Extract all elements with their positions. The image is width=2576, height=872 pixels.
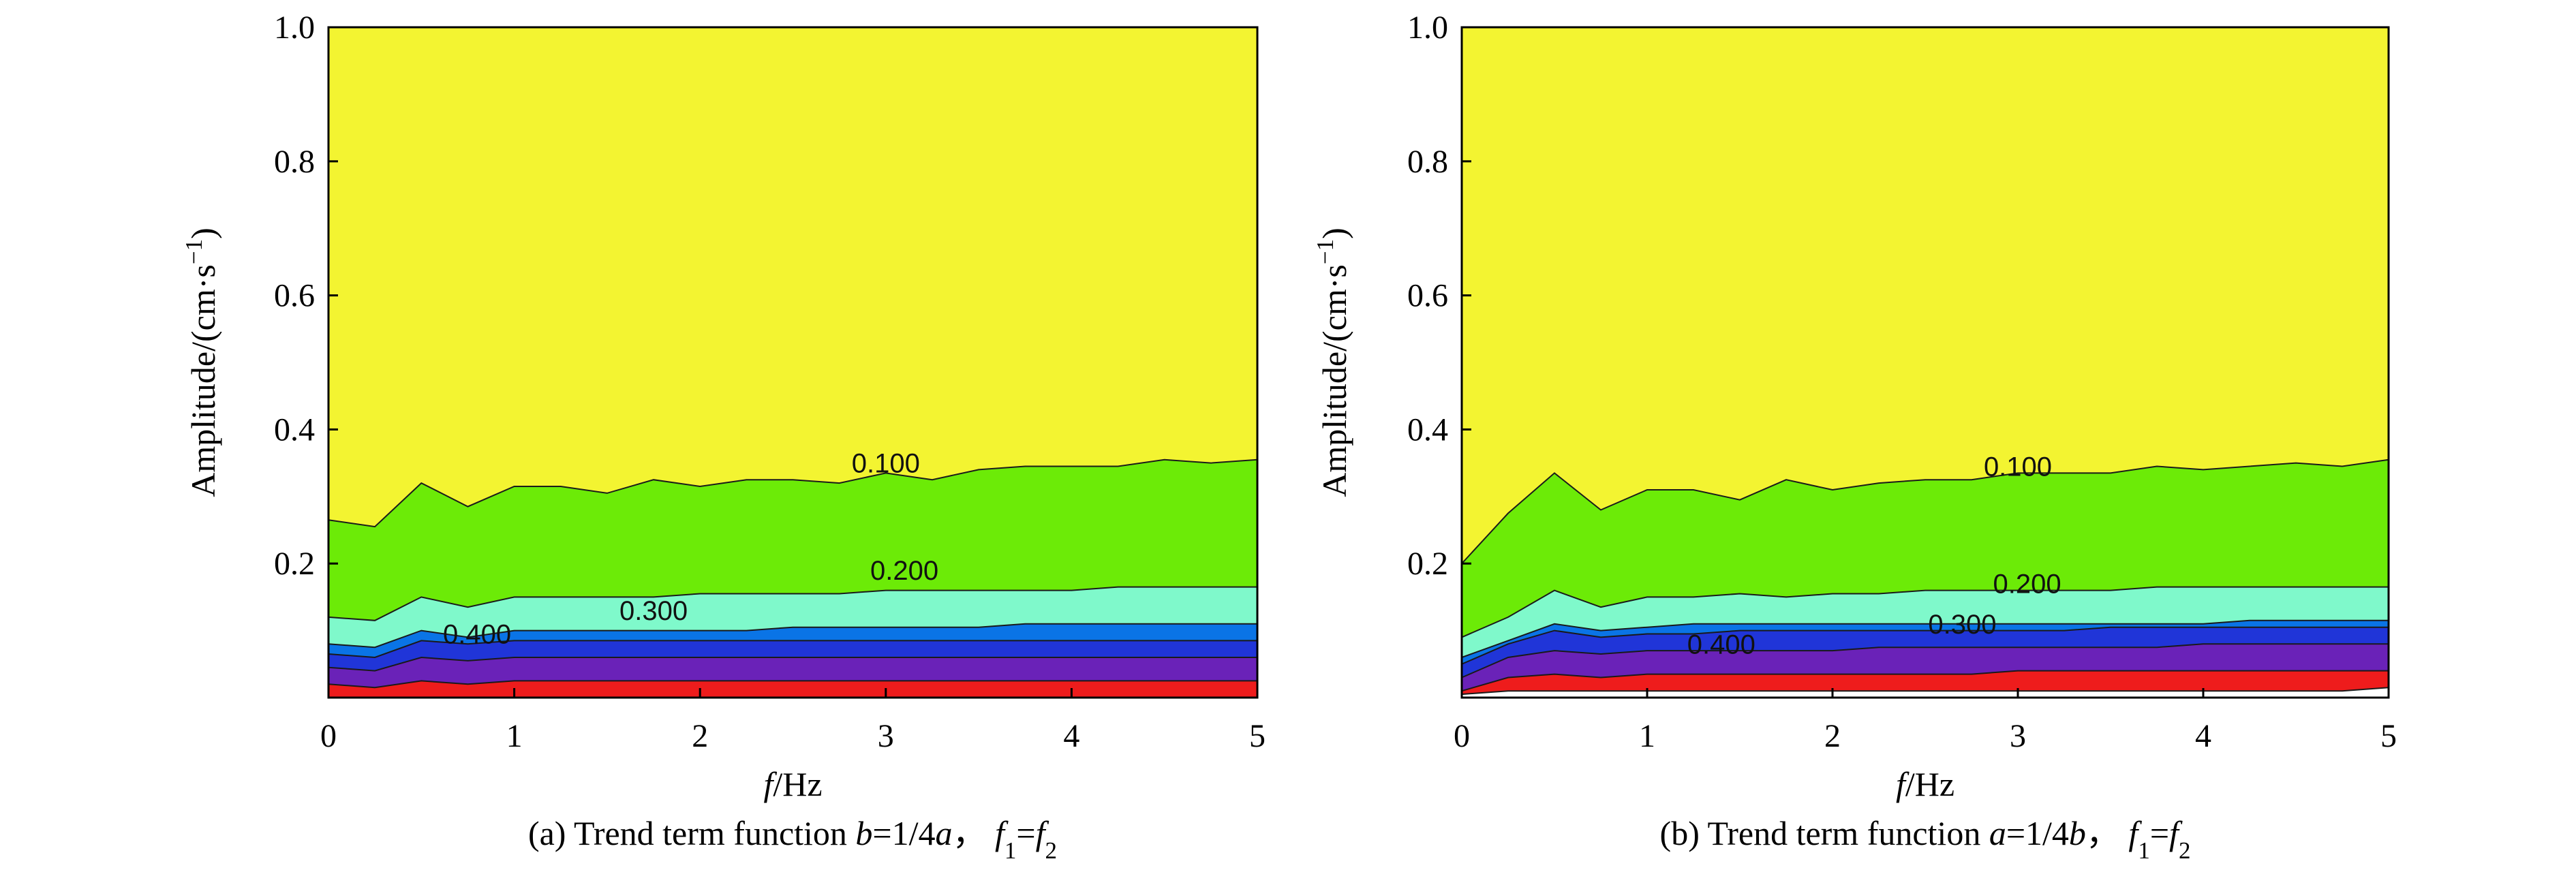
panel-caption-part: 1 xyxy=(2138,837,2150,864)
x-tick-label: 2 xyxy=(692,718,708,754)
panel-caption-part: = xyxy=(1016,814,1035,852)
y-tick-label: 0.2 xyxy=(1407,546,1448,582)
contour-label: 0.100 xyxy=(852,449,920,479)
contour-panel-b: 0.100 0.200 0.300 0.400 0.2 0.4 0.6 0.8 1.0 0 1 2 3 4… xyxy=(1312,10,2397,864)
x-axis-label: f/Hz xyxy=(1896,765,1954,803)
y-tick-label: 0.2 xyxy=(274,546,315,582)
contour-line-5 xyxy=(328,586,1257,621)
panel-caption-part: =1/4 xyxy=(872,814,935,852)
y-tick-label: 1.0 xyxy=(274,10,315,46)
contour-line-1 xyxy=(1461,670,2389,692)
contour-line-2 xyxy=(1461,643,2389,679)
panel-caption-part: 2 xyxy=(2179,837,2191,864)
x-tick-label: 1 xyxy=(1639,718,1655,754)
x-axis-label: f/Hz xyxy=(763,765,822,803)
panel-caption-part: a xyxy=(1989,814,2006,852)
x-tick-label: 4 xyxy=(1063,718,1079,754)
panel-caption-part: 1 xyxy=(1005,837,1017,864)
panel-caption-part: b xyxy=(2069,814,2086,852)
contour-label: 0.300 xyxy=(1928,610,1996,640)
y-tick-label: 0.4 xyxy=(1407,411,1448,448)
panel-caption-part: 2 xyxy=(1045,837,1058,864)
contour-line-6 xyxy=(328,458,1258,528)
contour-line-3 xyxy=(1461,626,2389,665)
contour-line-6 xyxy=(1461,458,2389,564)
y-axis-label: Amplitude/(cm·s−1) xyxy=(1312,228,1354,497)
y-tick-label: 0.4 xyxy=(274,411,315,448)
contour-label: 0.200 xyxy=(870,556,938,586)
panel-caption: (a) Trend term function b=1/4a， f1=f2 xyxy=(528,814,1057,864)
y-axis-label-part: Amplitude/(cm·s xyxy=(1315,264,1353,497)
contour-line-5 xyxy=(1461,586,2389,638)
panel-caption: (b) Trend term function a=1/4b， f1=f2 xyxy=(1660,814,2191,864)
x-tick-label: 5 xyxy=(1249,718,1266,754)
contour-label: 0.400 xyxy=(443,620,511,650)
x-axis-label-part: /Hz xyxy=(773,765,822,803)
contour-line-1 xyxy=(328,680,1257,689)
contour-label: 0.300 xyxy=(619,596,688,626)
panel-caption-part: a xyxy=(936,814,953,852)
contour-panel-a: 0.100 0.200 0.300 0.400 0.2 0.4 0.6 0.8 1.0 0 1 2 3 4… xyxy=(181,10,1266,864)
contour-label: 0.100 xyxy=(1984,452,2052,482)
panel-caption-part: (a) Trend term function xyxy=(528,814,855,852)
panel-caption-part: ， xyxy=(2086,814,2129,852)
panel-caption-part: ， xyxy=(953,814,996,852)
x-axis-label-part: /Hz xyxy=(1905,765,1954,803)
y-axis-label: Amplitude/(cm·s−1) xyxy=(181,228,223,497)
y-tick-label: 1.0 xyxy=(1407,10,1448,46)
x-tick-label: 0 xyxy=(1454,718,1470,754)
x-tick-label: 1 xyxy=(506,718,523,754)
y-tick-label: 0.8 xyxy=(1407,144,1448,180)
plot-frame xyxy=(327,26,1259,699)
contour-line-4 xyxy=(328,623,1257,649)
x-tick-label: 0 xyxy=(320,718,337,754)
contour-line-4 xyxy=(1461,619,2389,658)
contour-line-3 xyxy=(328,640,1257,659)
contour-line-0 xyxy=(1461,687,2389,696)
contour-label: 0.200 xyxy=(1993,570,2061,600)
y-axis-label-part: ) xyxy=(1315,228,1353,239)
panel-caption-part: =1/4 xyxy=(2006,814,2069,852)
panel-caption-part: = xyxy=(2150,814,2169,852)
y-axis-label-part: −1 xyxy=(1312,239,1338,264)
contour-band-1 xyxy=(328,681,1257,698)
contour-label: 0.400 xyxy=(1687,629,1755,659)
x-tick-label: 5 xyxy=(2380,718,2397,754)
contour-line-2 xyxy=(328,656,1257,672)
y-tick-label: 0.6 xyxy=(1407,278,1448,314)
x-tick-label: 4 xyxy=(2195,718,2211,754)
y-axis-label-part: ) xyxy=(184,228,222,239)
y-tick-label: 0.6 xyxy=(274,278,315,314)
contour-band-0 xyxy=(1462,687,2389,698)
panel-caption-part: b xyxy=(855,814,872,852)
y-axis-label-part: Amplitude/(cm·s xyxy=(184,264,222,497)
x-tick-label: 3 xyxy=(878,718,894,754)
y-axis-label-part: −1 xyxy=(181,239,207,264)
panel-caption-part: (b) Trend term function xyxy=(1660,814,1989,852)
plot-frame xyxy=(1460,26,2390,699)
x-tick-label: 3 xyxy=(2010,718,2026,754)
y-tick-label: 0.8 xyxy=(274,144,315,180)
x-tick-label: 2 xyxy=(1824,718,1841,754)
